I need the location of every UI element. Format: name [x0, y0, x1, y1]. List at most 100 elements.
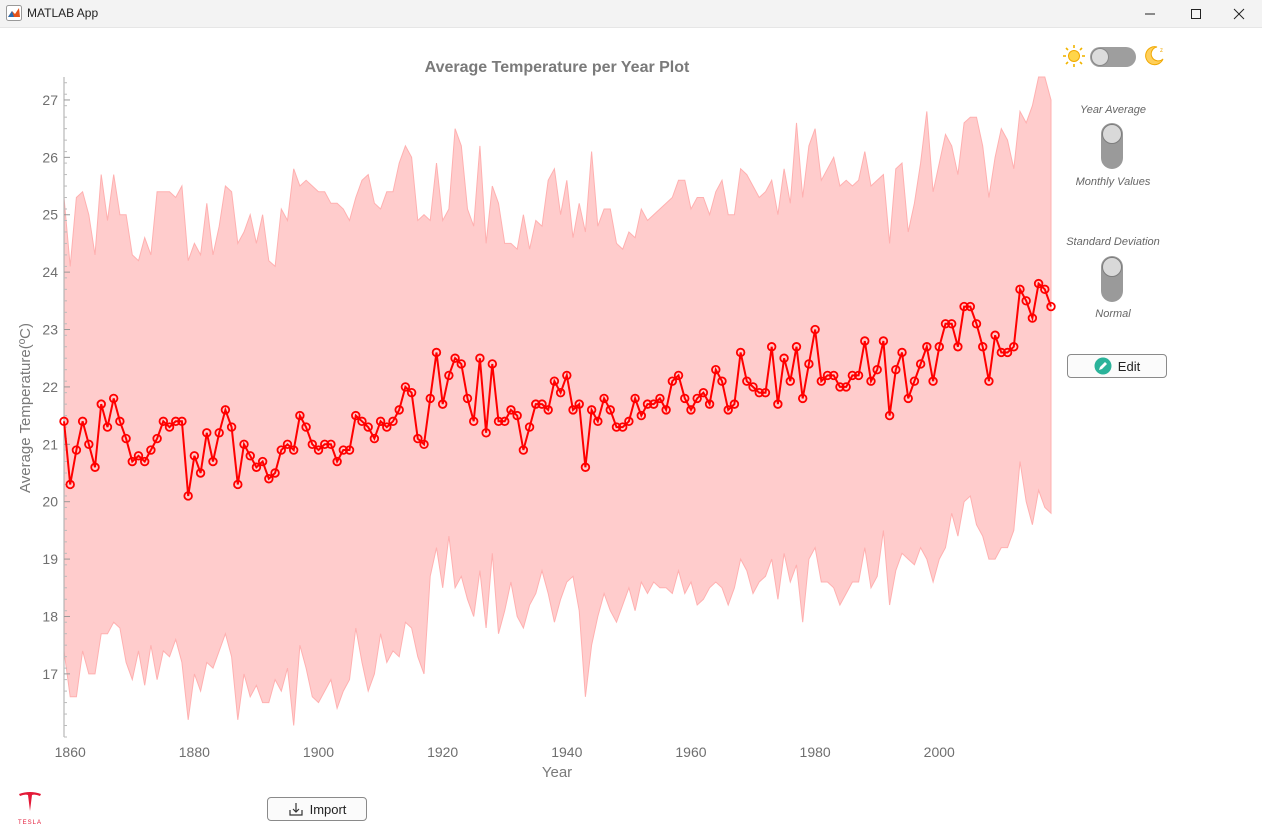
temperature-point: [636, 410, 647, 421]
temperature-point: [555, 387, 566, 398]
window-titlebar: MATLAB App: [0, 0, 1262, 28]
temperature-point: [282, 439, 293, 450]
temperature-point: [829, 370, 839, 381]
temperature-point: [456, 359, 466, 369]
temperature-point: [649, 399, 659, 409]
temperature-point: [394, 405, 404, 415]
temperature-point: [202, 428, 212, 438]
maximize-button[interactable]: [1173, 0, 1219, 27]
temperature-point: [344, 445, 355, 455]
temperature-point: [251, 462, 262, 472]
temperature-point: [444, 370, 454, 381]
temperature-point: [96, 399, 106, 409]
temperature-point: [65, 479, 75, 490]
temperature-point: [481, 428, 491, 438]
average-mode-switch[interactable]: [1101, 123, 1123, 169]
y-tick-label: 24: [42, 264, 58, 280]
deviation-mode-switch[interactable]: [1101, 256, 1123, 302]
temperature-point: [760, 387, 771, 398]
close-button[interactable]: [1216, 0, 1262, 27]
temperature-point: [711, 364, 721, 375]
temperature-point: [419, 439, 429, 450]
temperature-point: [462, 393, 473, 404]
temperature-point: [208, 456, 218, 467]
temperature-point: [773, 399, 783, 409]
temperature-point: [673, 370, 684, 381]
temperature-point: [288, 445, 299, 455]
temperature-point: [102, 422, 113, 432]
temperature-point: [816, 376, 827, 386]
y-tick-label: 17: [42, 666, 58, 682]
temperature-point: [351, 410, 361, 421]
temperature-point: [866, 376, 876, 386]
temperature-point: [779, 353, 789, 363]
temperature-point: [822, 370, 833, 381]
temperature-point: [617, 422, 628, 432]
temperature-point: [257, 456, 268, 467]
temperature-chart: Average Temperature per Year Plot 17 18 19…: [17, 59, 1056, 781]
temperature-point: [959, 301, 969, 312]
maximize-icon: [1191, 8, 1201, 19]
year-average-label: Year Average: [1079, 104, 1147, 116]
temperature-point: [133, 451, 144, 461]
temperature-point: [723, 405, 733, 415]
temperature-point: [276, 445, 286, 455]
moon-icon: z: [1145, 46, 1164, 66]
temperature-point: [729, 399, 740, 409]
temperature-point: [220, 405, 231, 415]
temperature-point: [835, 382, 845, 392]
temperature-point: [332, 456, 342, 467]
temperature-point: [735, 347, 746, 358]
edit-button-label: Edit: [1117, 358, 1141, 374]
temperature-point: [239, 439, 249, 450]
temperature-point: [841, 382, 851, 392]
y-tick-label: 21: [42, 436, 58, 452]
temperature-point: [301, 422, 311, 432]
temperature-point: [605, 405, 615, 415]
standard-deviation-label: Standard Deviation: [1066, 236, 1160, 248]
temperature-point: [264, 474, 274, 484]
temperature-point: [748, 382, 758, 392]
import-button[interactable]: Import: [267, 797, 367, 821]
temperature-point: [233, 479, 243, 490]
y-tick-label: 25: [42, 207, 58, 223]
temperature-point: [903, 393, 913, 404]
temperature-point: [382, 422, 392, 432]
temperature-point: [158, 416, 169, 427]
temperature-point: [115, 416, 125, 427]
temperature-point: [146, 445, 156, 455]
download-icon: [288, 801, 304, 817]
temperature-point: [59, 416, 69, 427]
temperature-point: [884, 410, 895, 421]
temperature-point: [698, 387, 709, 398]
minimize-button[interactable]: [1127, 0, 1173, 27]
temperature-point: [487, 359, 498, 369]
temperature-point: [413, 433, 423, 444]
temperature-point: [189, 451, 200, 461]
temperature-point: [437, 399, 448, 409]
temperature-point: [524, 422, 535, 432]
temperature-point: [804, 359, 814, 369]
temperature-point: [493, 416, 504, 427]
temperature-point: [611, 422, 622, 432]
temperature-point: [891, 364, 901, 375]
normal-label: Normal: [1095, 308, 1131, 320]
temperature-point: [226, 422, 237, 432]
temperature-point: [152, 433, 162, 444]
temperature-point: [270, 468, 280, 478]
theme-switch-group: z: [1062, 44, 1168, 70]
temperature-point: [506, 405, 516, 415]
temperature-point: [860, 336, 870, 346]
theme-toggle[interactable]: [1090, 47, 1136, 67]
temperature-point: [245, 451, 255, 461]
deviation-mode-switch-knob[interactable]: [1102, 257, 1122, 277]
theme-toggle-knob[interactable]: [1091, 48, 1109, 66]
temperature-point: [1046, 301, 1056, 312]
temperature-series-layer: [59, 278, 1056, 501]
edit-button[interactable]: Edit: [1067, 354, 1167, 378]
temperature-point: [692, 393, 702, 404]
temperature-point: [90, 462, 100, 472]
temperature-point: [593, 416, 603, 427]
average-mode-switch-knob[interactable]: [1102, 124, 1122, 144]
temperature-point: [326, 439, 336, 450]
